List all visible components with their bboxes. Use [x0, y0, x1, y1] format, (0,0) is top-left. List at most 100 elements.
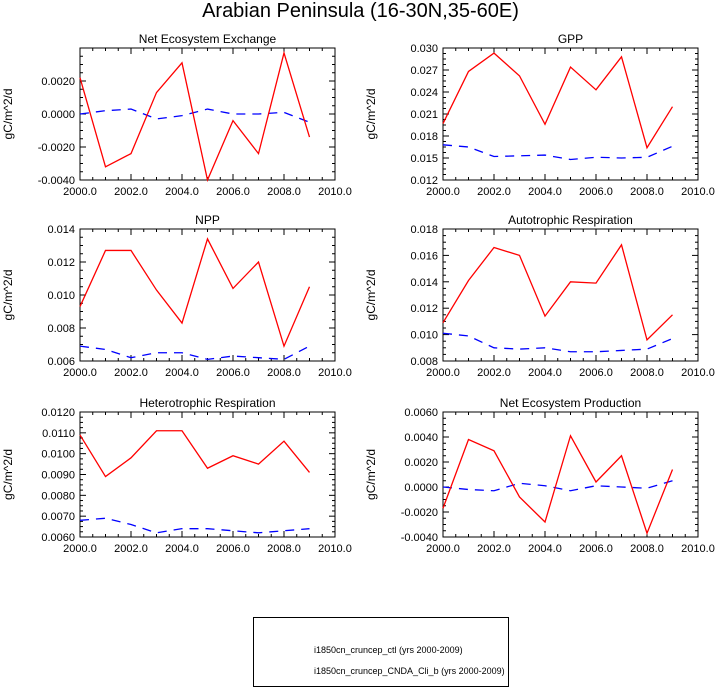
plot-frame: [442, 411, 699, 538]
y-tick-label: 0.018: [410, 131, 438, 143]
y-tick-label: 0.006: [47, 356, 75, 368]
panel-1: Net Ecosystem Exchange gC/m^2/d 2000.0 2002…: [1, 32, 352, 198]
y-tick-label: 0.0100: [41, 449, 75, 461]
y-tick-label: 0.016: [410, 250, 438, 262]
y-tick-label: 0.0120: [41, 407, 75, 419]
x-tick-label: 2008.0: [267, 543, 301, 555]
y-tick-label: 0.015: [410, 153, 438, 165]
y-axis-label: gC/m^2/d: [1, 270, 15, 321]
x-tick-label: 2000.0: [426, 367, 460, 379]
series-line-ctl: [442, 144, 673, 161]
y-tick-label: 0.0090: [41, 470, 75, 482]
panel-title: Net Ecosystem Exchange: [139, 32, 277, 46]
x-tick-label: 2004.0: [165, 543, 199, 555]
series-line-ctl: [442, 332, 673, 353]
series-line-ctl: [79, 108, 310, 123]
x-tick-label: 2008.0: [267, 186, 301, 198]
panel-4: Autotrophic Respiration gC/m^2/d 2000.0 200…: [364, 213, 715, 379]
y-tick-label: 0.0110: [42, 428, 75, 440]
x-tick-label: 2008.0: [630, 543, 664, 555]
y-tick-label: 0.0000: [404, 482, 438, 494]
y-tick-label: -0.0040: [38, 175, 75, 187]
panel-title: GPP: [558, 32, 583, 46]
y-tick-label: 0.012: [47, 257, 75, 269]
x-tick-label: 2000.0: [63, 186, 97, 198]
y-tick-label: -0.0040: [401, 532, 438, 544]
panel-2: GPP gC/m^2/d 2000.0 2002.0 2004.0 2006.0 2008.…: [364, 32, 715, 198]
series-line-cnda: [442, 243, 673, 342]
x-tick-label: 2004.0: [528, 186, 562, 198]
panel-title: Autotrophic Respiration: [508, 213, 633, 227]
x-tick-label: 2002.0: [477, 367, 511, 379]
y-tick-label: 0.018: [410, 224, 438, 236]
y-tick-label: 0.012: [410, 175, 438, 187]
x-tick-label: 2010.0: [681, 543, 715, 555]
x-tick-label: 2010.0: [681, 367, 715, 379]
x-tick-label: 2002.0: [114, 367, 148, 379]
y-tick-label: 0.027: [410, 65, 438, 77]
series-line-ctl: [79, 345, 310, 361]
y-tick-label: 0.012: [410, 303, 438, 315]
x-tick-label: 2010.0: [681, 186, 715, 198]
x-tick-label: 2000.0: [63, 543, 97, 555]
y-axis-label: gC/m^2/d: [1, 89, 15, 140]
x-tick-label: 2006.0: [216, 367, 250, 379]
y-tick-label: 0.008: [47, 323, 75, 335]
legend-item-ctl: i1850cn_cruncep_ctl (yrs 2000-2009): [254, 642, 510, 662]
x-tick-label: 2006.0: [579, 543, 613, 555]
y-tick-label: 0.030: [410, 43, 438, 55]
legend-label-ctl: i1850cn_cruncep_ctl (yrs 2000-2009): [314, 645, 463, 655]
series-line-ctl: [442, 480, 673, 492]
x-tick-label: 2000.0: [426, 186, 460, 198]
y-tick-label: 0.010: [47, 290, 75, 302]
y-tick-label: 0.014: [410, 277, 438, 289]
series-line-cnda: [442, 434, 674, 536]
y-tick-label: 0.0040: [404, 432, 438, 444]
panel-5: Heterotrophic Respiration gC/m^2/d 2000.0 2…: [1, 396, 352, 555]
plot-frame: [79, 228, 336, 362]
x-tick-label: 2010.0: [318, 367, 352, 379]
panel-3: NPP gC/m^2/d 2000.0 2002.0 2004.0 2006.0 2008.…: [1, 213, 352, 379]
legend: i1850cn_cruncep_ctl (yrs 2000-2009) i185…: [253, 617, 509, 687]
y-tick-label: 0.010: [410, 330, 438, 342]
series-line-ctl: [79, 517, 310, 534]
x-tick-label: 2008.0: [630, 186, 664, 198]
y-tick-label: -0.0020: [401, 507, 438, 519]
figure: Net Ecosystem Exchange gC/m^2/d 2000.0 2002…: [1, 32, 715, 555]
x-tick-label: 2010.0: [318, 186, 352, 198]
y-tick-label: 0.0070: [41, 511, 75, 523]
series-line-cnda: [442, 52, 674, 150]
x-tick-label: 2004.0: [528, 543, 562, 555]
x-tick-label: 2000.0: [63, 367, 97, 379]
y-axis-label: gC/m^2/d: [364, 270, 378, 321]
panel-title: NPP: [195, 213, 220, 227]
y-tick-label: 0.0060: [41, 532, 75, 544]
y-axis-label: gC/m^2/d: [364, 449, 378, 500]
panel-title: Heterotrophic Respiration: [139, 396, 275, 410]
plot-frame: [79, 411, 336, 538]
x-tick-label: 2006.0: [579, 186, 613, 198]
panel-title: Net Ecosystem Production: [500, 396, 641, 410]
y-tick-label: -0.0020: [38, 142, 75, 154]
x-tick-label: 2002.0: [114, 543, 148, 555]
x-tick-label: 2002.0: [477, 186, 511, 198]
x-tick-label: 2006.0: [579, 367, 613, 379]
x-tick-label: 2006.0: [216, 543, 250, 555]
panel-6: Net Ecosystem Production gC/m^2/d 2000.0 20…: [364, 396, 715, 555]
x-tick-label: 2004.0: [165, 367, 199, 379]
y-axis-label: gC/m^2/d: [364, 89, 378, 140]
y-tick-label: 0.024: [410, 87, 438, 99]
y-tick-label: 0.0000: [41, 109, 75, 121]
x-tick-label: 2008.0: [267, 367, 301, 379]
x-tick-label: 2002.0: [477, 543, 511, 555]
x-tick-label: 2010.0: [318, 543, 352, 555]
x-tick-label: 2006.0: [216, 186, 250, 198]
x-tick-label: 2004.0: [528, 367, 562, 379]
y-axis-label: gC/m^2/d: [1, 449, 15, 500]
series-line-cnda: [79, 50, 311, 183]
x-tick-label: 2008.0: [630, 367, 664, 379]
y-tick-label: 0.008: [410, 356, 438, 368]
y-tick-label: 0.0080: [41, 490, 75, 502]
legend-label-cnda: i1850cn_cruncep_CNDA_Cli_b (yrs 2000-200…: [314, 666, 505, 676]
y-tick-label: 0.021: [410, 109, 438, 121]
